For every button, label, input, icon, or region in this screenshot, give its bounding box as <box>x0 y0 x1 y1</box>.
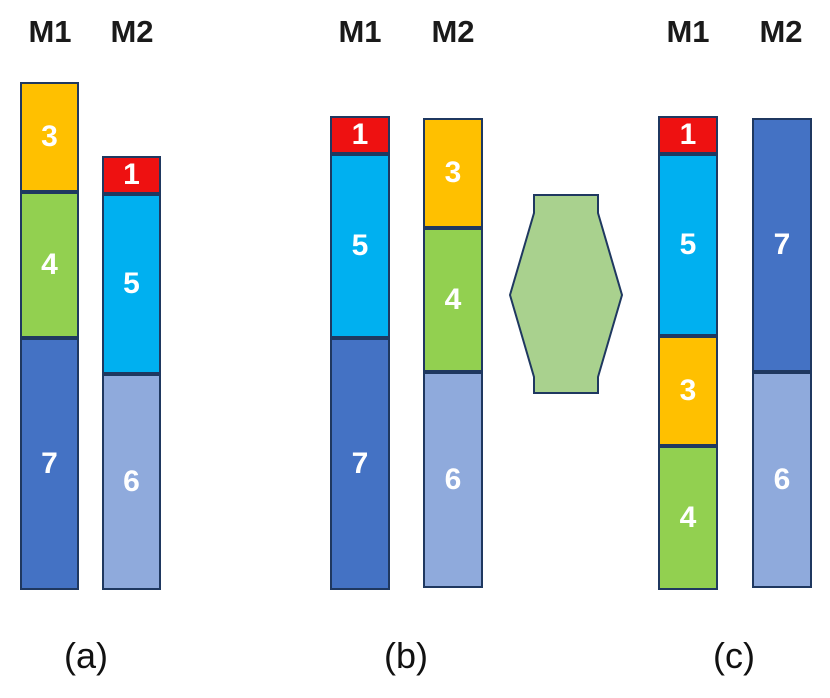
job-block: 1 <box>102 156 161 194</box>
machine-label-m2: M2 <box>759 14 803 49</box>
job-block: 3 <box>658 336 718 446</box>
job-block: 7 <box>752 118 812 372</box>
job-block: 7 <box>330 338 390 590</box>
job-block: 3 <box>20 82 79 192</box>
machine-label-m1: M1 <box>666 14 710 49</box>
job-block: 6 <box>423 372 483 588</box>
job-block: 4 <box>658 446 718 590</box>
panel-caption: (a) <box>64 635 108 676</box>
machine-label-m2: M2 <box>431 14 475 49</box>
job-block: 1 <box>658 116 718 154</box>
machine-label-m1: M1 <box>338 14 382 49</box>
job-block: 4 <box>20 192 79 338</box>
job-block: 5 <box>330 154 390 338</box>
job-block: 7 <box>20 338 79 590</box>
job-block: 3 <box>423 118 483 228</box>
panel-caption: (b) <box>384 635 428 676</box>
job-block: 5 <box>102 194 161 374</box>
job-block: 6 <box>102 374 161 590</box>
machine-label-m1: M1 <box>28 14 72 49</box>
machine-label-m2: M2 <box>110 14 154 49</box>
job-block: 6 <box>752 372 812 588</box>
job-block: 1 <box>330 116 390 154</box>
job-block: 4 <box>423 228 483 372</box>
job-block: 5 <box>658 154 718 336</box>
arrow-shape <box>508 194 624 394</box>
panel-caption: (c) <box>713 635 755 676</box>
double-headed-hexagon-arrow-icon <box>508 194 624 394</box>
